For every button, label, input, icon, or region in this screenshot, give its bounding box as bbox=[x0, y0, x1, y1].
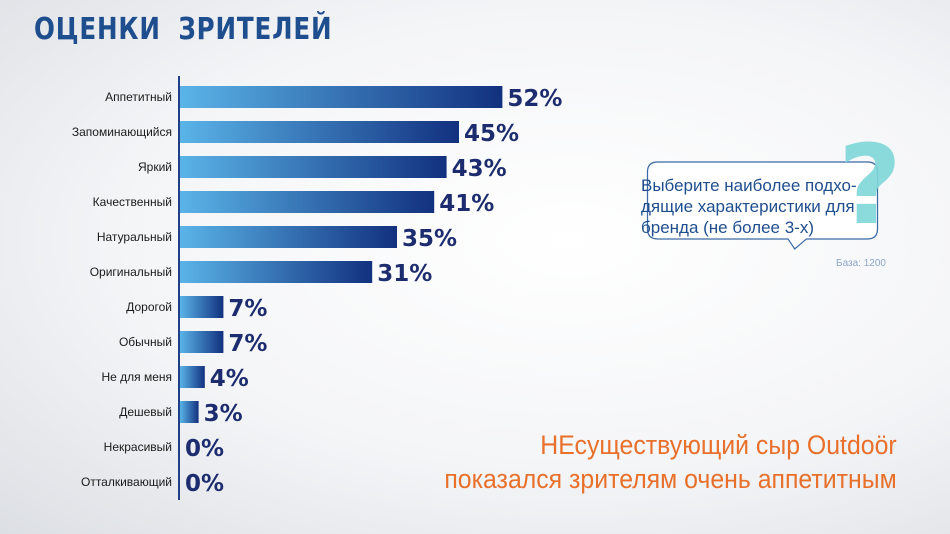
value-label: 35% bbox=[402, 226, 457, 252]
category-label: Оригинальный bbox=[90, 265, 172, 279]
category-label: Запоминающийся bbox=[72, 125, 172, 139]
category-label: Качественный bbox=[93, 195, 172, 209]
question-bubble bbox=[646, 161, 879, 250]
value-label: 41% bbox=[439, 191, 494, 217]
category-label: Не для меня bbox=[101, 370, 172, 384]
bar bbox=[180, 366, 205, 388]
value-label: 0% bbox=[185, 436, 224, 462]
bar bbox=[180, 296, 224, 318]
question-text: Выберите наиболее подхо- дящие характери… bbox=[641, 176, 857, 237]
bar bbox=[180, 401, 199, 423]
value-label: 43% bbox=[452, 156, 507, 182]
category-label: Дорогой bbox=[126, 300, 172, 314]
value-label: 3% bbox=[204, 401, 243, 427]
question-mark-icon: ? bbox=[838, 121, 902, 249]
value-label: 7% bbox=[228, 296, 267, 322]
category-label: Отталкивающий bbox=[81, 475, 172, 489]
value-label: 4% bbox=[210, 366, 249, 392]
value-label: 52% bbox=[507, 86, 562, 112]
bar bbox=[180, 261, 373, 283]
bar bbox=[180, 191, 435, 213]
conclusion-text: НЕсуществующий сыр Outdoör показался зри… bbox=[444, 430, 897, 494]
category-label: Обычный bbox=[119, 335, 172, 349]
category-label: Дешевый bbox=[119, 405, 172, 419]
page-title: ОЦЕНКИ ЗРИТЕЛЕЙ bbox=[34, 12, 333, 47]
bar bbox=[180, 121, 459, 143]
value-label: 45% bbox=[464, 121, 519, 147]
value-label: 7% bbox=[228, 331, 267, 357]
category-label: Некрасивый bbox=[104, 440, 172, 454]
bar bbox=[180, 226, 397, 248]
sample-base: База: 1200 bbox=[836, 258, 886, 269]
value-label: 0% bbox=[185, 471, 224, 497]
category-label: Натуральный bbox=[97, 230, 172, 244]
bar bbox=[180, 86, 503, 108]
bar bbox=[180, 331, 224, 353]
category-label: Аппетитный bbox=[105, 90, 172, 104]
value-label: 31% bbox=[377, 261, 432, 287]
bar bbox=[180, 156, 447, 178]
category-label: Яркий bbox=[138, 160, 172, 174]
